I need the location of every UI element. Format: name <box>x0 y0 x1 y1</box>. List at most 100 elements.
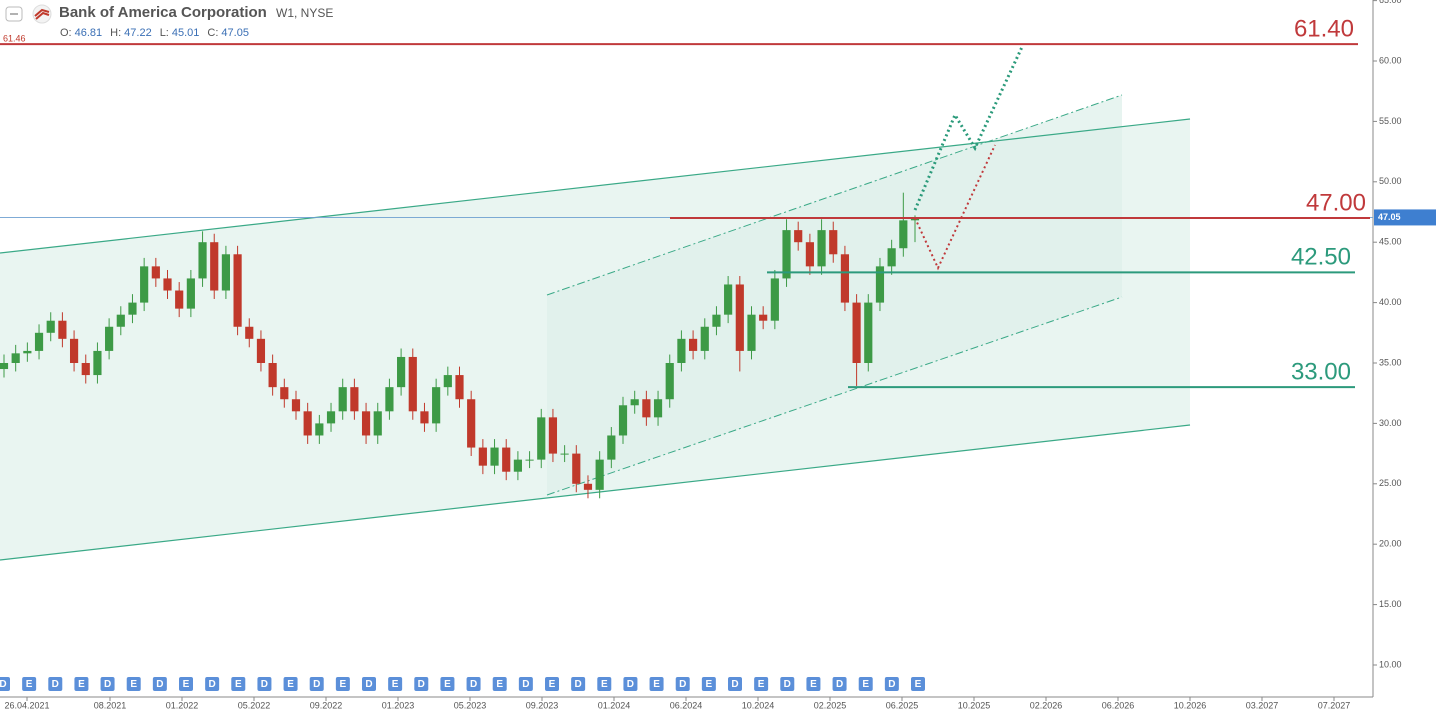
candle-body <box>69 338 79 363</box>
candle-body <box>455 375 464 400</box>
candle-body <box>151 266 160 279</box>
forecast-alt <box>914 144 996 271</box>
candle-body <box>630 399 639 406</box>
candle-body <box>875 266 885 303</box>
x-tick-label: 07.2027 <box>1318 700 1351 710</box>
price-tag-label: 47.05 <box>1378 212 1401 222</box>
candle-body <box>583 483 593 490</box>
event-badge <box>0 677 10 691</box>
event-badge <box>597 677 612 691</box>
event-label: E <box>78 679 85 690</box>
candle-body <box>618 405 628 436</box>
event-badge <box>492 677 507 691</box>
candle-body <box>759 314 768 321</box>
event-label: E <box>287 679 294 690</box>
ohlc-value: 45.01 <box>172 27 200 39</box>
event-label: D <box>52 679 59 690</box>
candle-body <box>747 314 756 351</box>
ohlc-value: 47.22 <box>124 27 152 39</box>
event-label: D <box>418 679 425 690</box>
x-tick-label: 05.2022 <box>238 700 271 710</box>
candle-body <box>642 399 651 418</box>
candle-body <box>46 320 55 333</box>
price-flag: 61.46 <box>3 33 26 43</box>
candle-body <box>770 278 779 321</box>
x-tick-label: 06.2026 <box>1102 700 1135 710</box>
candle-body <box>478 447 487 466</box>
event-label: D <box>627 679 634 690</box>
event-label: D <box>261 679 268 690</box>
event-badge <box>100 677 115 691</box>
event-badge <box>623 677 638 691</box>
forecast-up <box>913 46 1024 211</box>
x-tick-label: 02.2025 <box>814 700 847 710</box>
x-tick-label: 08.2021 <box>94 700 127 710</box>
x-tick-label: 09.2022 <box>310 700 343 710</box>
event-label: E <box>235 679 242 690</box>
event-label: D <box>313 679 320 690</box>
event-label: E <box>26 679 33 690</box>
candle-body <box>210 242 219 291</box>
event-badge <box>388 677 403 691</box>
event-badge <box>518 677 533 691</box>
y-tick-label: 10.00 <box>1379 659 1402 669</box>
event-label: D <box>731 679 738 690</box>
event-label: E <box>601 679 608 690</box>
event-label: D <box>104 679 111 690</box>
x-tick-label: 01.2022 <box>166 700 199 710</box>
candle-body <box>595 459 604 490</box>
candle-body <box>653 399 663 418</box>
y-tick-label: 20.00 <box>1379 539 1402 549</box>
inner-line <box>546 94 1123 296</box>
candle-body <box>420 411 429 424</box>
candle-body <box>525 459 534 461</box>
x-tick-label: 10.2025 <box>958 700 991 710</box>
candle-body <box>280 387 289 400</box>
inner-line <box>546 296 1123 496</box>
candle-body <box>817 230 826 267</box>
chart-subtitle: W1, NYSE <box>276 6 333 20</box>
candle-body <box>338 387 347 412</box>
inner-channel <box>547 95 1122 495</box>
candle-body <box>712 314 721 327</box>
x-tick-label: 26.04.2021 <box>4 700 49 710</box>
y-tick-label: 45.00 <box>1379 237 1402 247</box>
event-label: E <box>183 679 190 690</box>
candle-body <box>513 459 522 472</box>
event-label: E <box>862 679 869 690</box>
candle-body <box>268 362 277 388</box>
event-badge <box>832 677 847 691</box>
candle-body <box>116 314 125 327</box>
ohlc-value: 46.81 <box>75 27 103 39</box>
candle-body <box>829 230 838 255</box>
y-tick-label: 50.00 <box>1379 176 1402 186</box>
event-label: D <box>365 679 372 690</box>
event-badge <box>728 677 742 691</box>
candle-body <box>385 387 394 412</box>
event-badge <box>231 677 246 691</box>
event-badge <box>675 677 690 691</box>
candle-body <box>291 399 301 412</box>
event-badge <box>335 677 350 691</box>
event-label: D <box>784 679 791 690</box>
candle-body <box>782 230 791 279</box>
candle-body <box>724 284 733 315</box>
event-badge <box>701 677 716 691</box>
candle-body <box>689 338 698 351</box>
candle-body <box>315 423 324 436</box>
y-tick-label: 15.00 <box>1379 599 1402 609</box>
event-badge <box>152 677 167 691</box>
candle-body <box>852 302 861 363</box>
event-badge <box>74 677 89 691</box>
event-badge <box>571 677 586 691</box>
event-label: E <box>549 679 556 690</box>
event-badge <box>414 677 429 691</box>
candle-body <box>432 387 441 424</box>
event-badge <box>283 677 298 691</box>
event-label: D <box>470 679 477 690</box>
ohlc-value: 47.05 <box>221 27 249 39</box>
event-label: D <box>0 679 7 690</box>
candle-body <box>408 356 417 412</box>
event-label: D <box>522 679 529 690</box>
